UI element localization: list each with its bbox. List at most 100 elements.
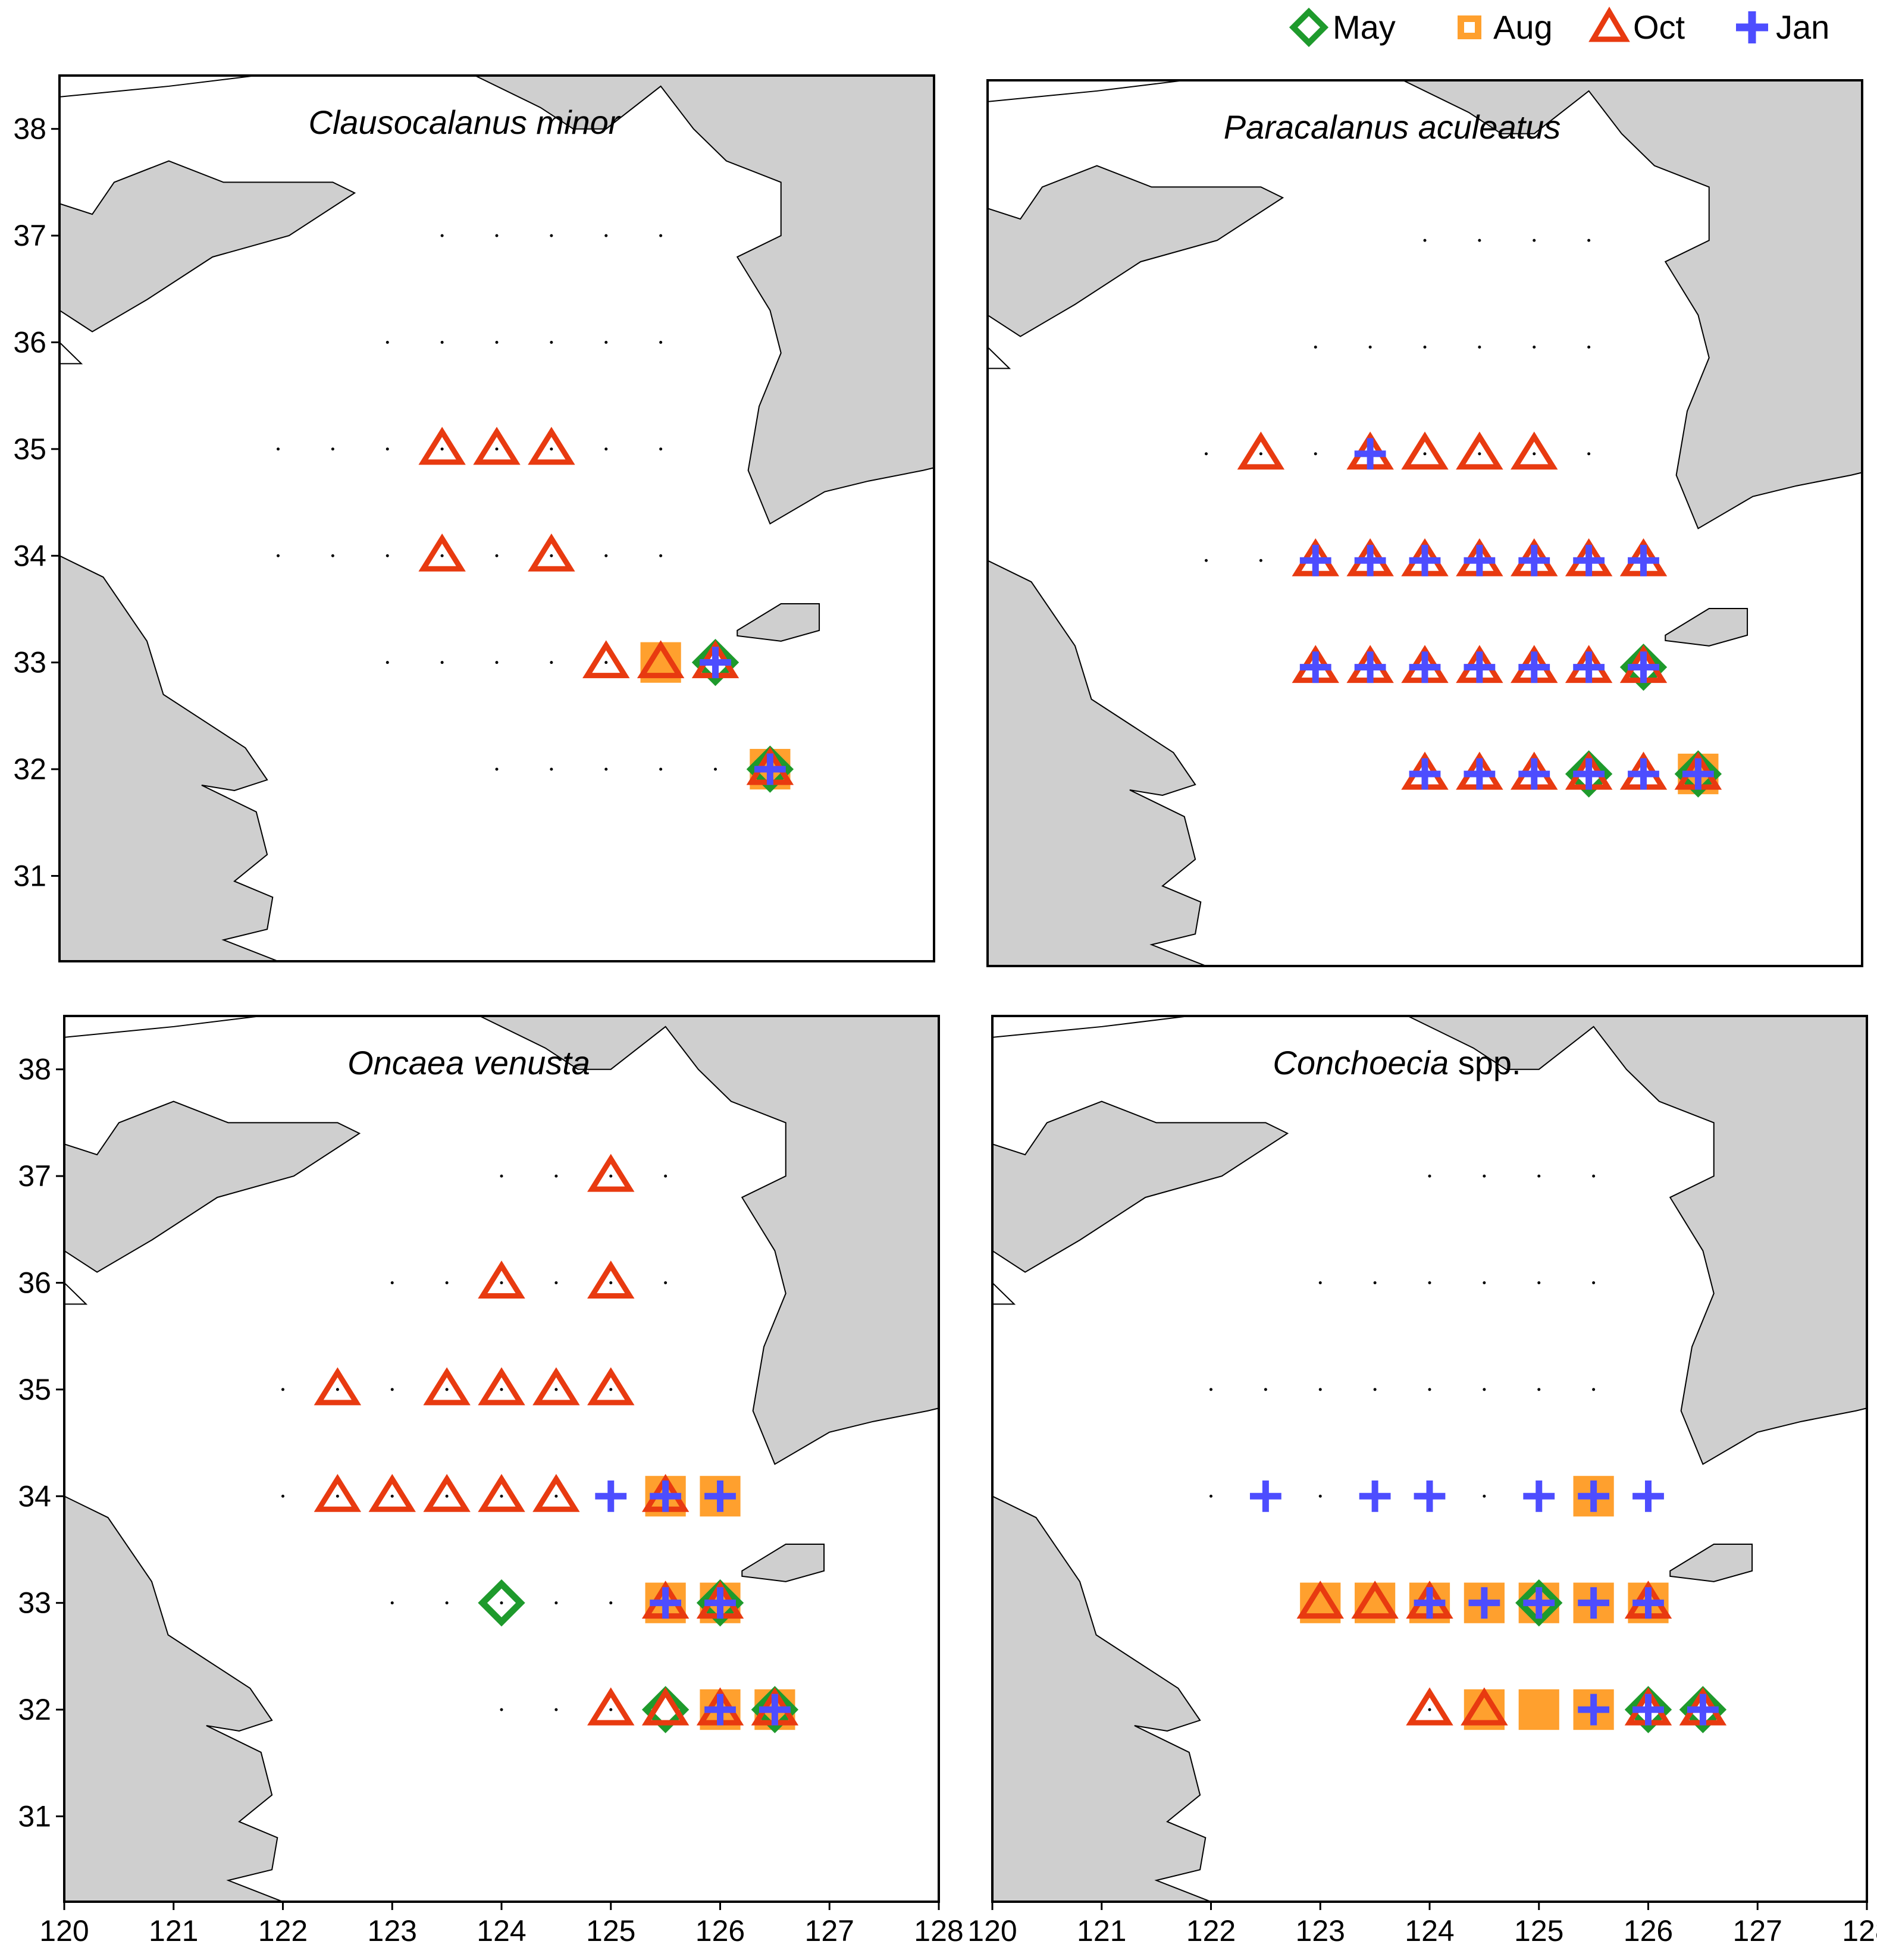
station-dot (1533, 239, 1536, 242)
legend-square-hole (1464, 22, 1475, 33)
marker-jan (1632, 1694, 1664, 1726)
station-dot (1428, 1174, 1431, 1178)
station-dot (550, 767, 553, 771)
marker-oct (368, 1473, 416, 1512)
station-dot (495, 340, 499, 344)
y-tick-label: 37 (18, 1159, 51, 1193)
marker-oct (532, 1367, 580, 1406)
station-dot (1483, 1388, 1486, 1391)
station-dot (500, 1174, 503, 1178)
station-dot (609, 1708, 613, 1711)
marker-oct (314, 1473, 362, 1512)
station-dot (1483, 1494, 1486, 1498)
marker-oct (418, 533, 466, 572)
station-dot (1533, 452, 1536, 456)
land-korea (479, 1016, 939, 1465)
marker-may (478, 1579, 525, 1627)
station-dot (1209, 1388, 1212, 1391)
marker-oct (1401, 431, 1449, 470)
land-shandong (59, 76, 356, 333)
station-dot (1259, 559, 1262, 562)
map-frame (986, 79, 1863, 967)
marker-jan (1628, 651, 1659, 683)
marker-may (1679, 1686, 1727, 1733)
legend: May Aug Oct Jan (1289, 7, 1829, 48)
land-china (988, 560, 1207, 966)
station-dot (550, 447, 553, 451)
marker-jan (759, 1694, 791, 1726)
marker-jan (1414, 1587, 1446, 1619)
marker-jan (1409, 544, 1441, 576)
station-dot (1428, 1388, 1431, 1391)
marker-oct (582, 640, 630, 679)
station-dot (604, 447, 608, 451)
station-dot (609, 1281, 613, 1284)
station-dot (440, 234, 444, 237)
marker-jan (1518, 758, 1550, 790)
map-frame (58, 74, 935, 962)
marker-jan (595, 1480, 627, 1512)
legend-plus-icon (1736, 11, 1768, 43)
panel-title: Clausocalanus minor (309, 104, 621, 141)
station-dot (554, 1494, 558, 1498)
marker-oct (587, 1153, 635, 1192)
marker-jan (1578, 1587, 1610, 1619)
y-tick-label: 34 (18, 1479, 51, 1513)
occurrence-layer (314, 1153, 799, 1733)
legend-triangle-icon (1588, 7, 1630, 42)
panel-title: Conchoecia spp. (1273, 1044, 1521, 1081)
legend-label: Oct (1633, 8, 1685, 46)
land-china (59, 555, 278, 961)
coast-northshore (64, 1016, 261, 1038)
marker-jan (704, 1587, 736, 1619)
x-tick-label: 125 (586, 1914, 635, 1948)
marker-jan (1578, 1694, 1610, 1726)
station-dot (390, 1281, 394, 1284)
land-china (64, 1495, 283, 1902)
marker-jan (1299, 651, 1331, 683)
x-tick-label: 128 (1842, 1914, 1877, 1948)
x-tick-label: 121 (1077, 1914, 1126, 1948)
marker-jan (704, 1694, 736, 1726)
station-dot (440, 340, 444, 344)
marker-jan (1573, 651, 1605, 683)
station-dot (1483, 1281, 1486, 1284)
y-tick-label: 31 (18, 1799, 51, 1833)
marker-may (696, 1579, 744, 1627)
x-tick-label: 127 (1733, 1914, 1782, 1948)
station-dot (554, 1174, 558, 1178)
station-dot (1592, 1388, 1596, 1391)
map-panel-1: 31 32 33 34 35 36 37 38 Clausocalanus minor (13, 74, 935, 962)
legend-item-may: May (1289, 7, 1396, 48)
station-dot (1537, 1281, 1541, 1284)
panel-title-italic: Oncaea venusta (347, 1044, 590, 1081)
station-dot (445, 1388, 449, 1391)
legend-label: May (1333, 8, 1396, 46)
panel-title: Paracalanus aculeatus (1224, 108, 1561, 146)
legend-item-oct: Oct (1588, 7, 1685, 46)
land-layer (59, 76, 934, 961)
y-tick-label: 32 (18, 1693, 51, 1726)
marker-oct (528, 427, 575, 465)
marker-jan (754, 753, 786, 785)
station-dot (336, 1494, 339, 1498)
marker-jan (1464, 651, 1496, 683)
station-dot (659, 447, 663, 451)
land-jeju (1665, 608, 1748, 647)
coast-northshore (988, 80, 1185, 102)
station-dot (714, 767, 717, 771)
map-panel-3: 31 32 33 34 35 36 37 38 120 121 122 123 124 125 126 127… (18, 1015, 964, 1948)
station-dot (390, 1601, 394, 1605)
marker-oct (528, 533, 575, 572)
station-dot (1478, 239, 1481, 242)
station-dot (1592, 1174, 1596, 1178)
marker-may (1619, 644, 1668, 691)
marker-jan (1464, 544, 1496, 576)
station-dot (495, 661, 499, 664)
station-dot (550, 554, 553, 557)
marker-oct (418, 427, 466, 465)
station-dot (1423, 452, 1427, 456)
station-dot (554, 1601, 558, 1605)
station-dot (386, 554, 389, 557)
station-dot (281, 1388, 284, 1391)
